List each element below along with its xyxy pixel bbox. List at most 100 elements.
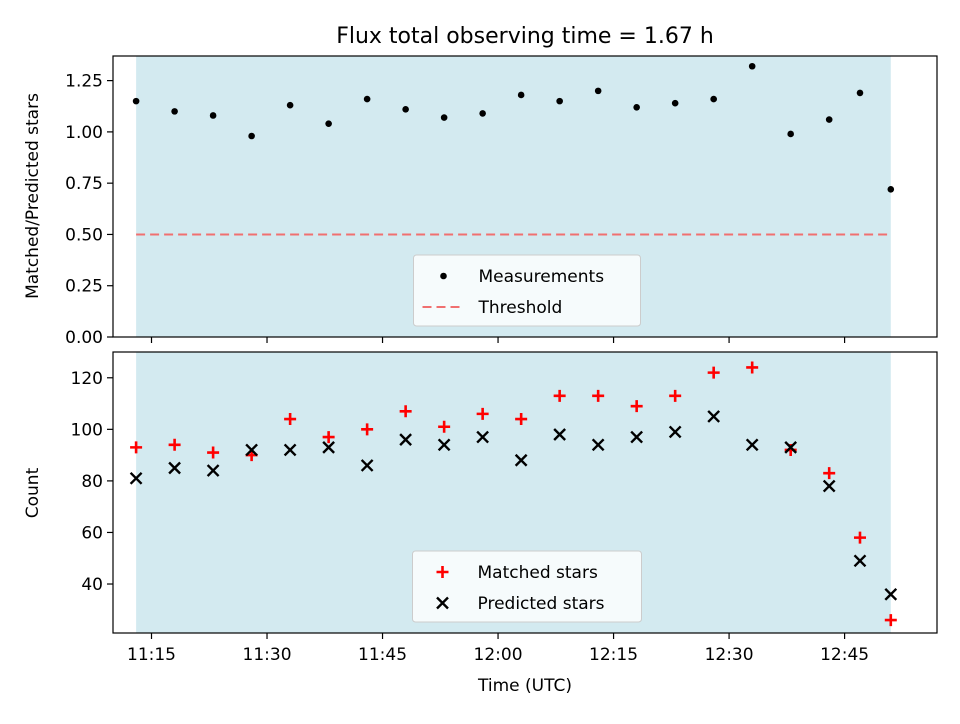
data-point xyxy=(517,91,525,99)
data-point xyxy=(286,101,294,109)
data-point xyxy=(322,441,335,454)
data-point xyxy=(630,430,644,444)
data-point xyxy=(437,438,451,452)
data-point xyxy=(853,554,867,568)
data-point xyxy=(245,443,258,457)
data-point xyxy=(745,438,759,452)
chart-title: Flux total observing time = 1.67 h xyxy=(336,24,714,49)
legend-label: Measurements xyxy=(479,267,605,287)
data-point xyxy=(746,361,759,374)
legend-marker xyxy=(436,566,449,578)
y-tick-label: 0.50 xyxy=(65,225,103,245)
data-point xyxy=(248,132,255,140)
legend-marker xyxy=(440,272,447,280)
data-point xyxy=(553,389,566,402)
data-point xyxy=(591,438,605,452)
panel-1: 0.00 0.25 0.50 0.75 1.00 1.25 Measurements Thre… xyxy=(65,55,938,348)
data-point xyxy=(633,103,640,111)
data-point xyxy=(748,62,756,70)
data-point xyxy=(325,120,332,127)
data-point xyxy=(476,407,489,420)
data-point xyxy=(853,531,866,544)
legend-label: Matched stars xyxy=(478,563,598,583)
axes-frame xyxy=(112,55,938,338)
x-axis-label: Time (UTC) xyxy=(477,676,572,696)
data-point xyxy=(887,186,895,193)
data-point xyxy=(668,425,682,439)
data-point xyxy=(856,89,864,97)
panel-2: 40 60 80 100 120 11:15 11:30 11:45 12:00 12:15 12:… xyxy=(71,351,938,665)
x-tick-label: 12:15 xyxy=(589,645,638,665)
data-point xyxy=(707,366,720,379)
y-tick-label: 100 xyxy=(71,420,103,440)
data-point xyxy=(823,467,836,480)
data-point xyxy=(283,443,297,457)
data-point xyxy=(363,95,371,103)
axes-frame xyxy=(112,351,938,634)
data-point xyxy=(168,438,181,451)
data-point xyxy=(206,464,220,477)
data-point xyxy=(669,389,682,402)
series-measurements xyxy=(132,62,895,193)
y-tick-label: 40 xyxy=(81,575,103,595)
y-tick-label: 0.00 xyxy=(65,328,103,348)
data-point xyxy=(207,446,220,459)
data-point xyxy=(322,431,335,444)
data-point xyxy=(710,95,717,103)
series-matched-stars xyxy=(130,361,897,627)
x-tick-label: 12:30 xyxy=(705,645,754,665)
data-point xyxy=(787,130,794,138)
y-tick-label: 0.75 xyxy=(65,174,103,194)
data-point xyxy=(515,413,528,426)
data-point xyxy=(594,87,602,95)
data-point xyxy=(399,433,412,446)
data-point xyxy=(884,587,898,601)
x-tick-label: 12:00 xyxy=(474,645,523,665)
data-point xyxy=(825,116,833,123)
data-point xyxy=(707,410,721,423)
legend-label: Predicted stars xyxy=(478,594,605,614)
data-point xyxy=(440,114,448,121)
y-tick-label: 80 xyxy=(81,472,103,492)
x-tick-label: 12:45 xyxy=(820,645,869,665)
bottom-y-axis-label: Count xyxy=(23,467,43,518)
y-tick-label: 1.00 xyxy=(65,123,103,143)
legend-box xyxy=(412,550,642,623)
data-point xyxy=(884,614,897,627)
data-point xyxy=(171,108,178,115)
data-point xyxy=(402,106,409,113)
legend-box xyxy=(413,254,641,327)
x-tick-label: 11:45 xyxy=(358,645,407,665)
data-point xyxy=(630,400,643,413)
data-point xyxy=(438,420,451,433)
data-point xyxy=(399,405,412,418)
data-point xyxy=(360,459,374,472)
x-tick-label: 11:30 xyxy=(243,645,292,665)
data-point xyxy=(168,461,181,475)
data-point xyxy=(514,453,528,467)
data-point xyxy=(553,428,567,441)
data-point xyxy=(822,479,836,493)
data-point xyxy=(479,110,486,117)
data-point xyxy=(476,430,489,444)
x-tick-label: 11:15 xyxy=(127,645,176,665)
data-point xyxy=(361,423,374,436)
data-point xyxy=(284,413,297,426)
data-point xyxy=(592,389,605,402)
data-point xyxy=(129,471,143,485)
top-y-axis-label: Matched/Predicted stars xyxy=(23,93,43,299)
legend: Measurements Threshold xyxy=(413,254,641,327)
data-point xyxy=(209,112,217,119)
y-tick-label: 120 xyxy=(71,369,103,389)
data-point xyxy=(671,99,679,107)
y-tick-label: 60 xyxy=(81,523,103,543)
y-tick-label: 1.25 xyxy=(65,72,103,92)
series-predicted-stars xyxy=(129,410,898,601)
data-point xyxy=(132,97,140,105)
legend-marker xyxy=(436,596,449,610)
y-tick-label: 0.25 xyxy=(65,277,103,297)
legend-label: Threshold xyxy=(478,298,563,318)
legend: Matched stars Predicted stars xyxy=(412,550,642,623)
